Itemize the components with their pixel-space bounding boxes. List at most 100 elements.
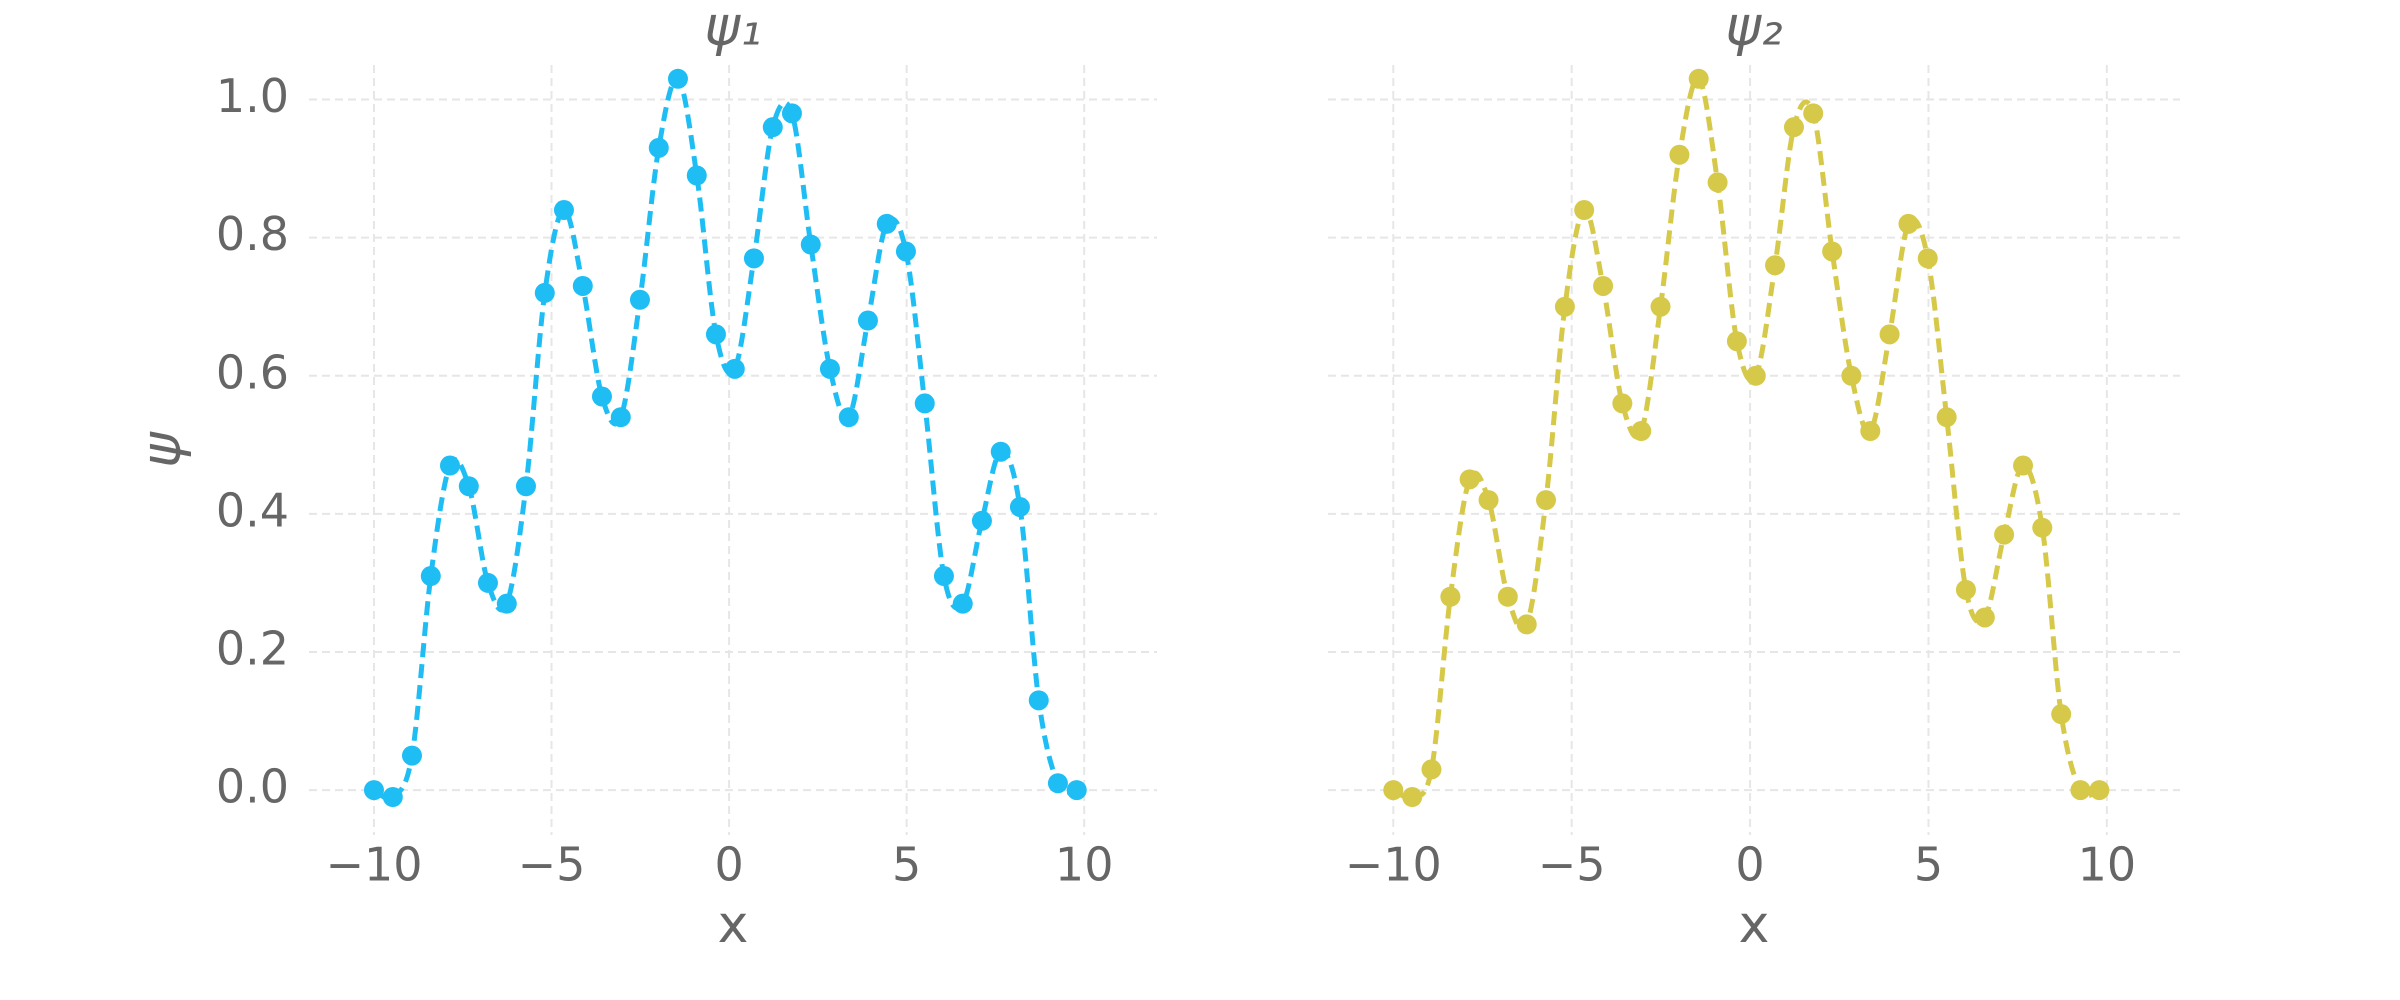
x-tick-label: −10: [1345, 838, 1442, 892]
point: [2051, 704, 2072, 725]
point: [819, 358, 840, 379]
point: [1841, 365, 1862, 386]
point: [1066, 780, 1087, 801]
point: [496, 593, 517, 614]
point: [743, 248, 764, 269]
point: [1535, 490, 1556, 511]
point: [1516, 614, 1537, 635]
chart-title: ψ₁: [704, 0, 761, 58]
point: [914, 393, 935, 414]
point: [2013, 455, 2034, 476]
point: [1478, 490, 1499, 511]
point: [401, 745, 422, 766]
point: [838, 407, 859, 428]
x-tick-label: 10: [2078, 838, 2137, 892]
y-tick-label: 1.0: [216, 69, 289, 123]
point: [781, 103, 802, 124]
point: [895, 241, 916, 262]
x-tick-label: 5: [1914, 838, 1943, 892]
point: [1688, 68, 1709, 89]
point: [876, 213, 897, 234]
point: [1707, 172, 1728, 193]
y-tick-label: 0.6: [216, 345, 289, 399]
point: [1955, 579, 1976, 600]
point: [1650, 296, 1671, 317]
point: [2032, 517, 2053, 538]
point: [1009, 496, 1030, 517]
point: [1936, 407, 1957, 428]
point: [1574, 200, 1595, 221]
point: [1783, 117, 1804, 138]
point: [572, 275, 593, 296]
point: [1554, 296, 1575, 317]
y-tick-label: 0.8: [216, 207, 289, 261]
point: [857, 310, 878, 331]
point: [648, 137, 669, 158]
point: [1803, 103, 1824, 124]
point: [1669, 144, 1690, 165]
point: [1459, 469, 1480, 490]
point: [1593, 275, 1614, 296]
point: [1765, 255, 1786, 276]
point: [990, 441, 1011, 462]
y-tick-label: 0.4: [216, 483, 289, 537]
point: [420, 566, 441, 587]
x-tick-label: −5: [518, 838, 586, 892]
x-axis-label: x: [718, 895, 749, 955]
x-axis-label: x: [1739, 895, 1770, 955]
point: [591, 386, 612, 407]
point: [1822, 241, 1843, 262]
x-tick-label: 5: [892, 838, 921, 892]
point: [1917, 248, 1938, 269]
point: [762, 117, 783, 138]
line: [1392, 76, 2101, 801]
point: [439, 455, 460, 476]
point: [1631, 421, 1652, 442]
point: [1383, 780, 1404, 801]
point: [1994, 524, 2015, 545]
point: [1402, 787, 1423, 808]
point: [1726, 331, 1747, 352]
point: [458, 476, 479, 497]
point: [1898, 213, 1919, 234]
point: [477, 572, 498, 593]
point: [363, 780, 384, 801]
point: [724, 358, 745, 379]
point: [686, 165, 707, 186]
point: [933, 566, 954, 587]
point: [1612, 393, 1633, 414]
x-tick-label: 10: [1055, 838, 1114, 892]
x-tick-label: 0: [1735, 838, 1764, 892]
point: [534, 282, 555, 303]
point: [705, 324, 726, 345]
point: [1047, 773, 1068, 794]
point: [382, 787, 403, 808]
x-tick-label: −5: [1538, 838, 1606, 892]
point: [1440, 586, 1461, 607]
point: [1028, 690, 1049, 711]
point: [553, 200, 574, 221]
point: [667, 68, 688, 89]
point: [2089, 780, 2110, 801]
y-axis-label: ψ: [130, 431, 193, 468]
line: [372, 76, 1078, 802]
point: [952, 593, 973, 614]
point: [1974, 607, 1995, 628]
point: [1745, 365, 1766, 386]
point: [610, 407, 631, 428]
x-tick-label: −10: [325, 838, 422, 892]
point: [971, 510, 992, 531]
point: [1421, 759, 1442, 780]
point: [1879, 324, 1900, 345]
point: [1860, 421, 1881, 442]
point: [1497, 586, 1518, 607]
point: [2070, 780, 2091, 801]
chart-title: ψ₂: [1725, 0, 1782, 58]
point: [800, 234, 821, 255]
point: [515, 476, 536, 497]
y-tick-label: 0.0: [216, 760, 289, 814]
point: [629, 289, 650, 310]
y-tick-label: 0.2: [216, 621, 289, 675]
x-tick-label: 0: [714, 838, 743, 892]
